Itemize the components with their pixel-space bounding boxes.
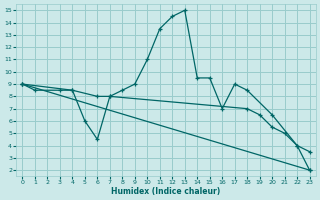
X-axis label: Humidex (Indice chaleur): Humidex (Indice chaleur) (111, 187, 221, 196)
